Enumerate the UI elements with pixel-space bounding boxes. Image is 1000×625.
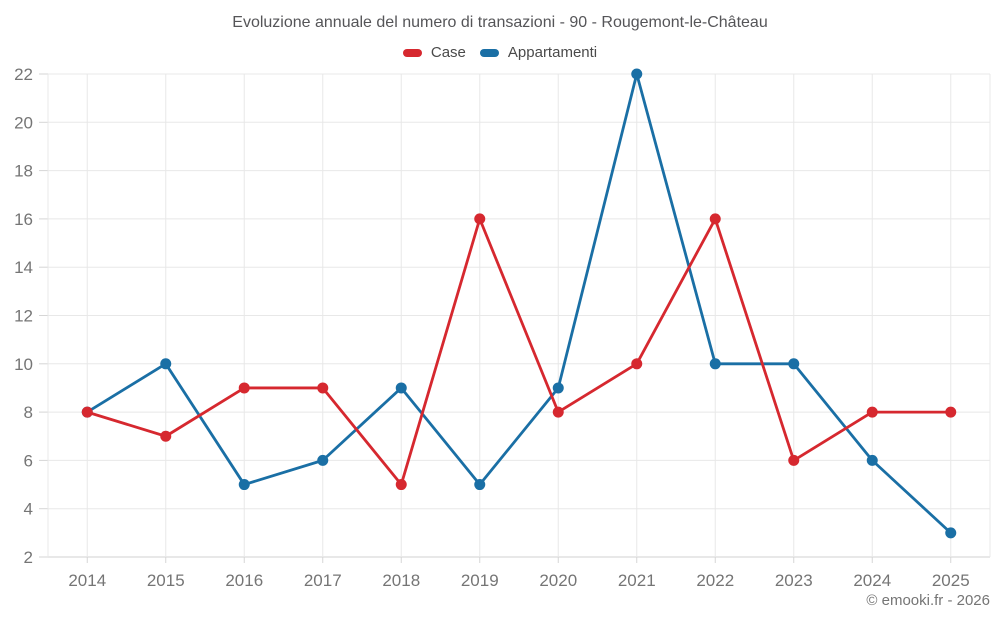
chart-title: Evoluzione annuale del numero di transaz… <box>232 14 768 31</box>
y-axis-label: 4 <box>24 500 33 519</box>
legend-item-appartamenti[interactable]: Appartamenti <box>479 44 598 61</box>
y-axis-label: 10 <box>14 355 33 374</box>
y-axis-label: 8 <box>24 403 33 422</box>
y-axis-label: 18 <box>14 162 33 181</box>
legend-item-case[interactable]: Case <box>402 44 466 61</box>
point-case-2018[interactable] <box>395 479 407 491</box>
point-appartamenti-2018[interactable] <box>395 382 407 394</box>
point-case-2014[interactable] <box>81 406 93 418</box>
y-axis-label: 16 <box>14 210 33 229</box>
x-axis-label: 2021 <box>618 571 656 590</box>
legend: Case Appartamenti <box>0 44 1000 61</box>
point-case-2019[interactable] <box>474 213 486 225</box>
point-appartamenti-2020[interactable] <box>552 382 564 394</box>
x-axis-label: 2024 <box>853 571 891 590</box>
x-axis-label: 2022 <box>696 571 734 590</box>
point-appartamenti-2023[interactable] <box>788 358 800 370</box>
x-axis-label: 2023 <box>775 571 813 590</box>
y-axis-label: 22 <box>14 65 33 84</box>
point-case-2017[interactable] <box>317 382 329 394</box>
case-legend-label: Case <box>430 44 466 61</box>
point-appartamenti-2016[interactable] <box>238 479 250 491</box>
y-axis-label: 14 <box>14 258 33 277</box>
point-appartamenti-2015[interactable] <box>160 358 172 370</box>
point-appartamenti-2024[interactable] <box>866 454 878 466</box>
series-case <box>81 213 957 491</box>
point-case-2021[interactable] <box>631 358 643 370</box>
series-line-appartamenti <box>85 72 953 535</box>
point-case-2022[interactable] <box>709 213 721 225</box>
point-appartamenti-2021[interactable] <box>631 68 643 80</box>
point-appartamenti-2025[interactable] <box>945 527 957 539</box>
point-case-2020[interactable] <box>552 406 564 418</box>
y-axis-label: 20 <box>14 113 33 132</box>
x-axis-label: 2018 <box>382 571 420 590</box>
x-axis-label: 2019 <box>461 571 499 590</box>
x-axis-label: 2017 <box>304 571 342 590</box>
point-case-2015[interactable] <box>160 430 172 442</box>
y-axis-label: 6 <box>24 451 33 470</box>
appartamenti-legend-label: Appartamenti <box>507 44 598 61</box>
case-legend-swatch-icon <box>402 48 422 57</box>
point-case-2016[interactable] <box>238 382 250 394</box>
point-case-2024[interactable] <box>866 406 878 418</box>
copyright-credit: © emooki.fr - 2026 <box>866 592 990 609</box>
x-axis-label: 2025 <box>932 571 970 590</box>
x-axis-label: 2014 <box>68 571 106 590</box>
series-line-case <box>85 217 953 486</box>
x-axis-label: 2016 <box>225 571 263 590</box>
series-appartamenti <box>81 68 957 539</box>
y-axis-label: 2 <box>24 548 33 567</box>
appartamenti-legend-swatch-icon <box>479 48 499 57</box>
point-appartamenti-2017[interactable] <box>317 454 329 466</box>
point-appartamenti-2022[interactable] <box>709 358 721 370</box>
x-axis-label: 2015 <box>147 571 185 590</box>
y-axis-label: 12 <box>14 307 33 326</box>
x-axis-label: 2020 <box>539 571 577 590</box>
point-case-2025[interactable] <box>945 406 957 418</box>
point-case-2023[interactable] <box>788 454 800 466</box>
point-appartamenti-2019[interactable] <box>474 479 486 491</box>
